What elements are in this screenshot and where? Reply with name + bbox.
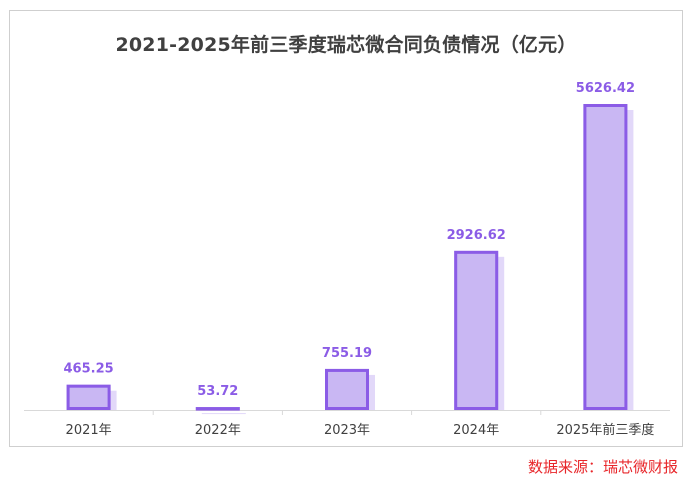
bar	[325, 368, 369, 410]
data-label: 2926.62	[447, 228, 506, 243]
x-tick-label: 2022年	[195, 423, 241, 438]
x-tick-label: 2021年	[66, 423, 112, 438]
bar-outline	[195, 407, 240, 411]
x-tick-label: 2025年前三季度	[556, 422, 654, 438]
data-label: 53.72	[197, 384, 238, 399]
bar	[454, 250, 499, 410]
bar-outline	[325, 368, 369, 411]
source-note: 数据来源：瑞芯微财报	[527, 458, 678, 476]
bar-outline	[583, 104, 628, 410]
x-tick-label: 2023年	[324, 423, 370, 438]
bar-shadow	[201, 413, 246, 415]
chart-title: 2021-2025年前三季度瑞芯微合同负债情况（亿元）	[115, 34, 577, 56]
bar-outline	[66, 384, 111, 410]
bar	[583, 104, 628, 410]
data-label: 755.19	[322, 346, 372, 361]
bar-outline	[454, 250, 499, 410]
data-label: 465.25	[64, 362, 114, 377]
data-label: 5626.42	[576, 81, 635, 96]
bar	[66, 384, 111, 410]
x-tick-label: 2024年	[453, 423, 499, 438]
